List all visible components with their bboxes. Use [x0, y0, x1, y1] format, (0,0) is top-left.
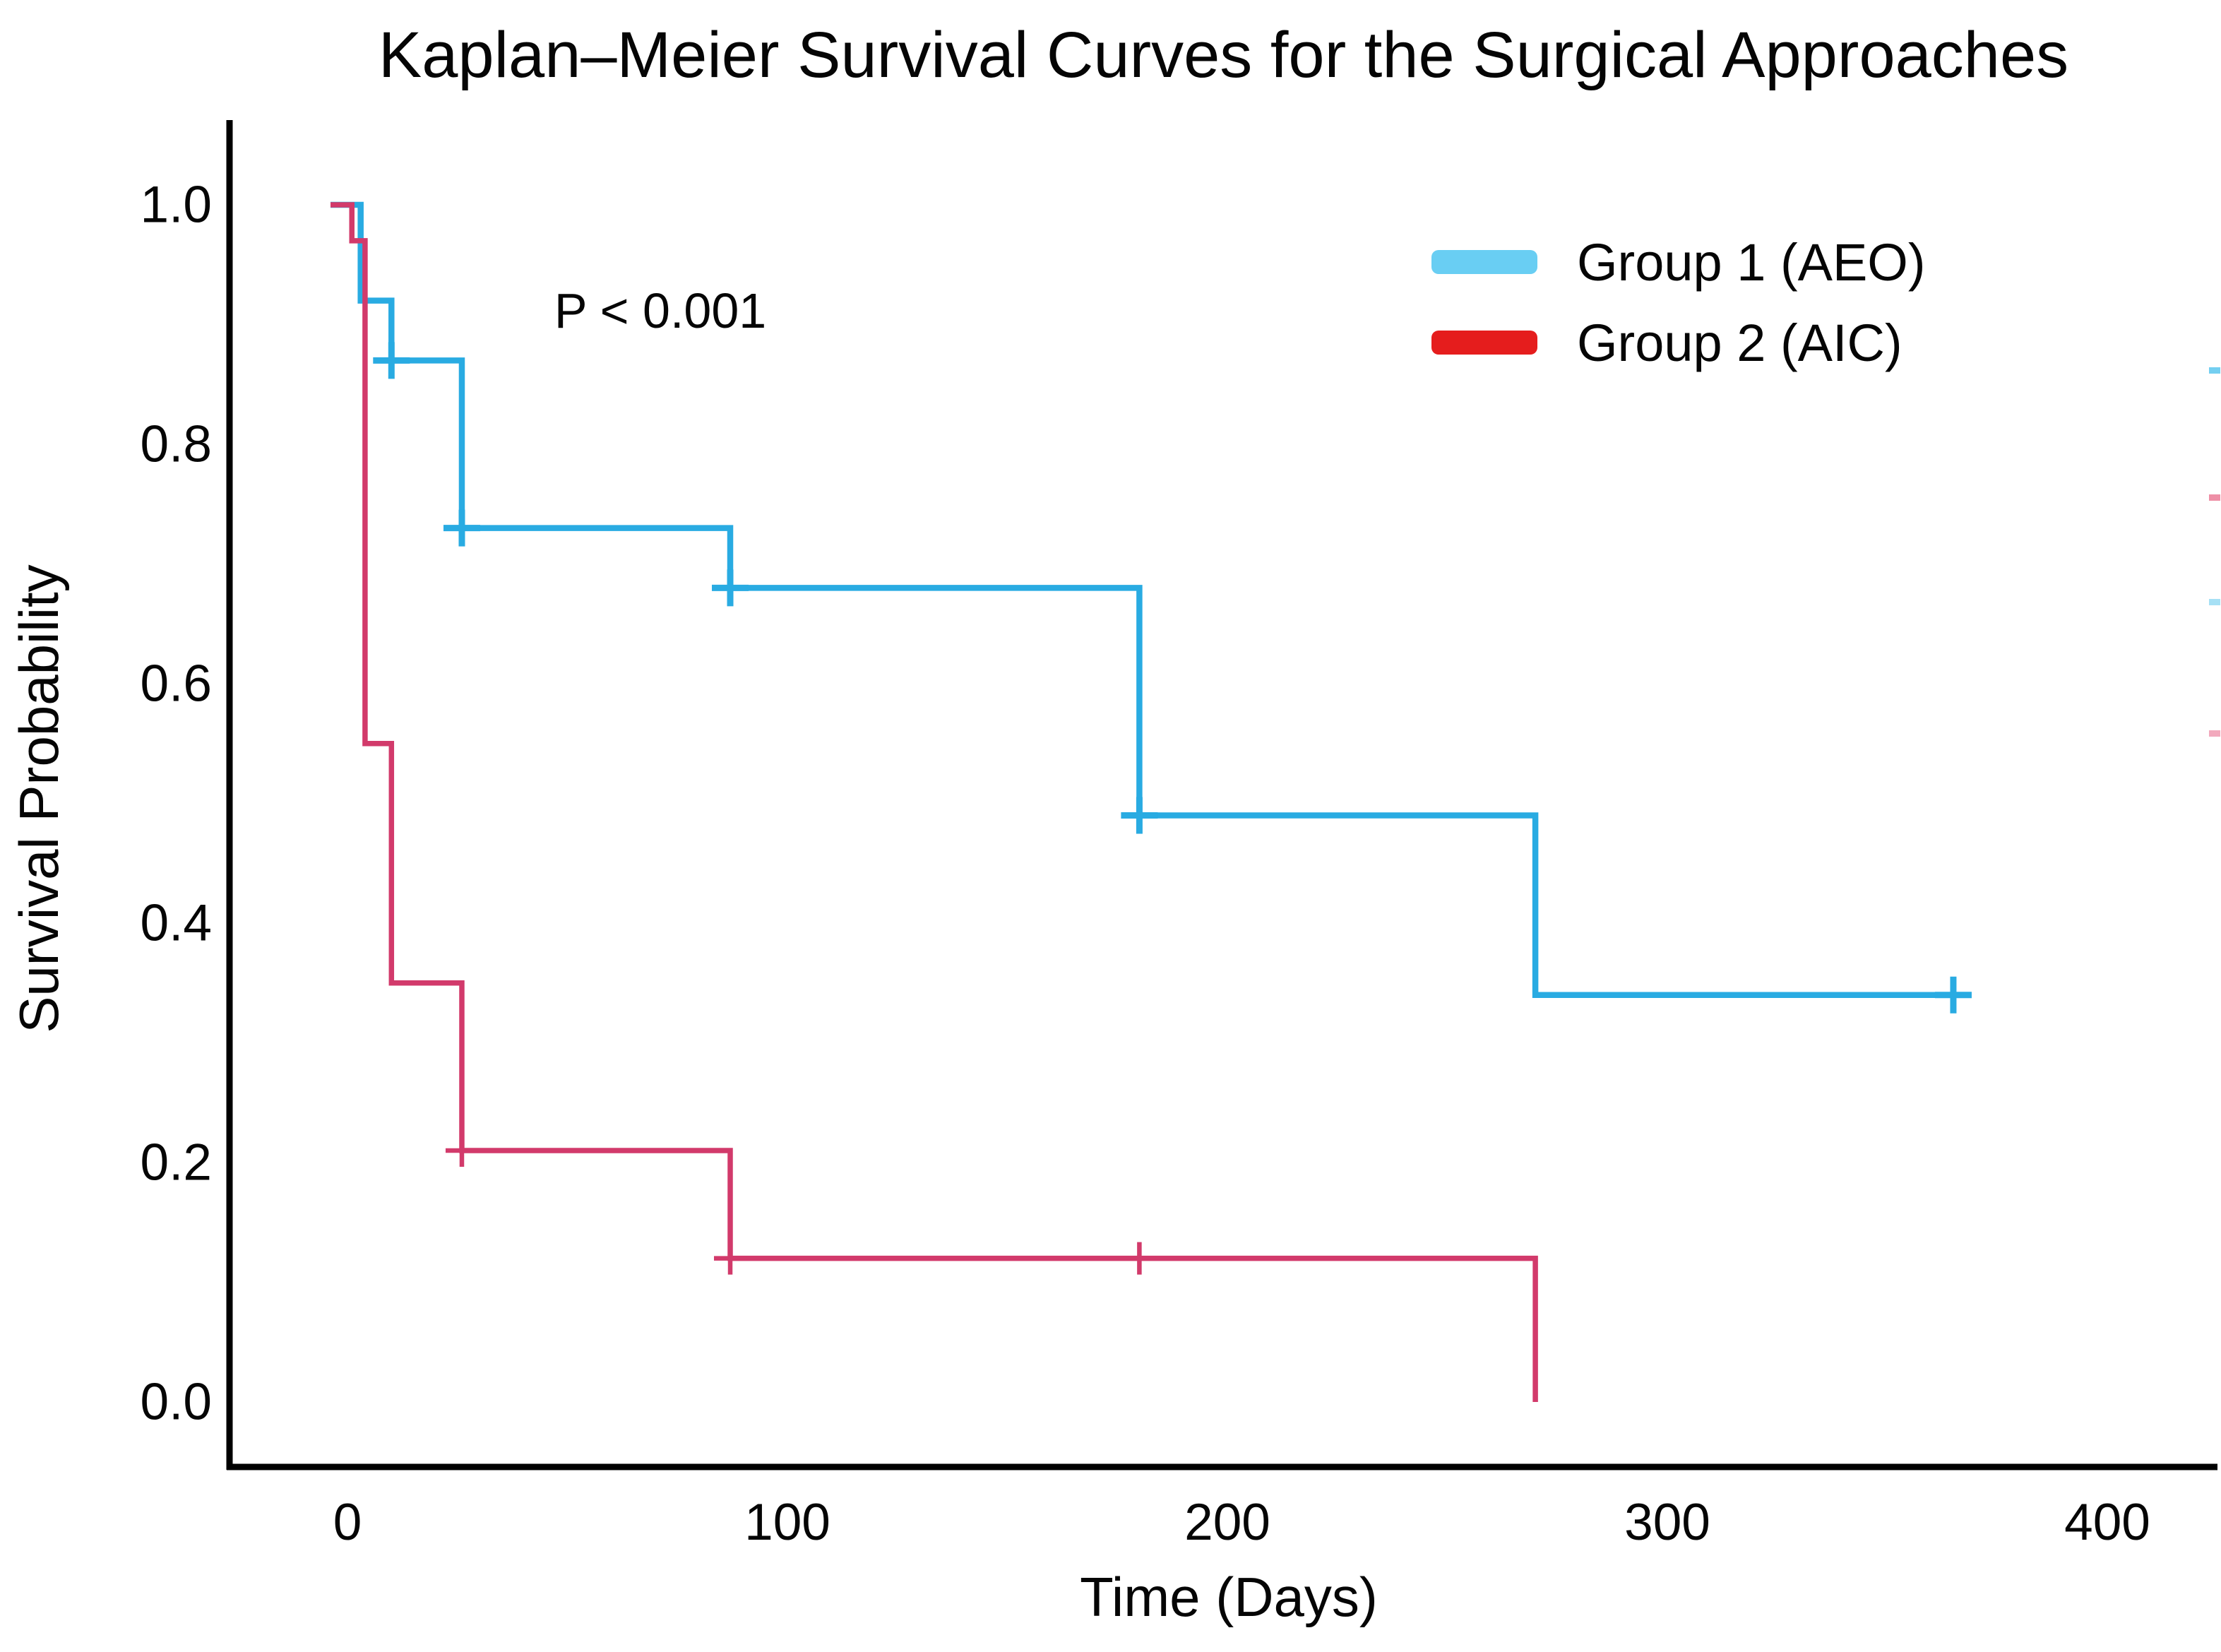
- censor-mark-1: [373, 342, 410, 379]
- censor-mark-2: [1123, 1242, 1156, 1275]
- censor-mark-1: [712, 569, 749, 607]
- chart-title: Kaplan–Meier Survival Curves for the Sur…: [378, 19, 2069, 91]
- survival-curve-2: [331, 202, 1538, 1402]
- edge-artifact-mark: [2209, 367, 2220, 374]
- y-axis-title: Survival Probability: [8, 564, 70, 1033]
- y-tick-label: 1.0: [141, 177, 212, 234]
- censor-mark-2: [445, 1134, 478, 1167]
- legend-item-group2: Group 2 (AIC): [1431, 314, 1926, 372]
- legend-label-group2: Group 2 (AIC): [1577, 313, 1903, 372]
- censor-mark-1: [1934, 976, 1972, 1014]
- legend-swatch-group1-icon: [1431, 250, 1537, 274]
- censor-mark-2: [714, 1242, 747, 1275]
- x-tick-label: 400: [2064, 1494, 2150, 1551]
- x-tick-label: 300: [1624, 1494, 1710, 1551]
- legend: Group 1 (AEO) Group 2 (AIC): [1431, 233, 1926, 372]
- y-tick-label: 0.6: [141, 655, 212, 713]
- legend-item-group1: Group 1 (AEO): [1431, 232, 1926, 292]
- x-tick-label: 200: [1184, 1494, 1270, 1551]
- y-tick-label: 0.0: [141, 1374, 212, 1431]
- edge-artifact-mark: [2209, 730, 2220, 737]
- p-value-annotation: P < 0.001: [554, 283, 767, 338]
- edge-artifact-mark: [2209, 599, 2220, 605]
- y-tick-label: 0.4: [141, 895, 212, 952]
- x-axis-title: Time (Days): [1080, 1566, 1378, 1628]
- legend-label-group1: Group 1 (AEO): [1577, 232, 1926, 292]
- edge-artifact-mark: [2209, 494, 2220, 501]
- censor-mark-1: [1121, 797, 1158, 834]
- x-tick-label: 100: [744, 1494, 830, 1551]
- censor-mark-1: [443, 509, 480, 547]
- x-tick-label: 0: [333, 1494, 362, 1551]
- y-tick-label: 0.8: [141, 416, 212, 473]
- y-tick-label: 0.2: [141, 1134, 212, 1192]
- legend-swatch-group2-icon: [1431, 331, 1537, 355]
